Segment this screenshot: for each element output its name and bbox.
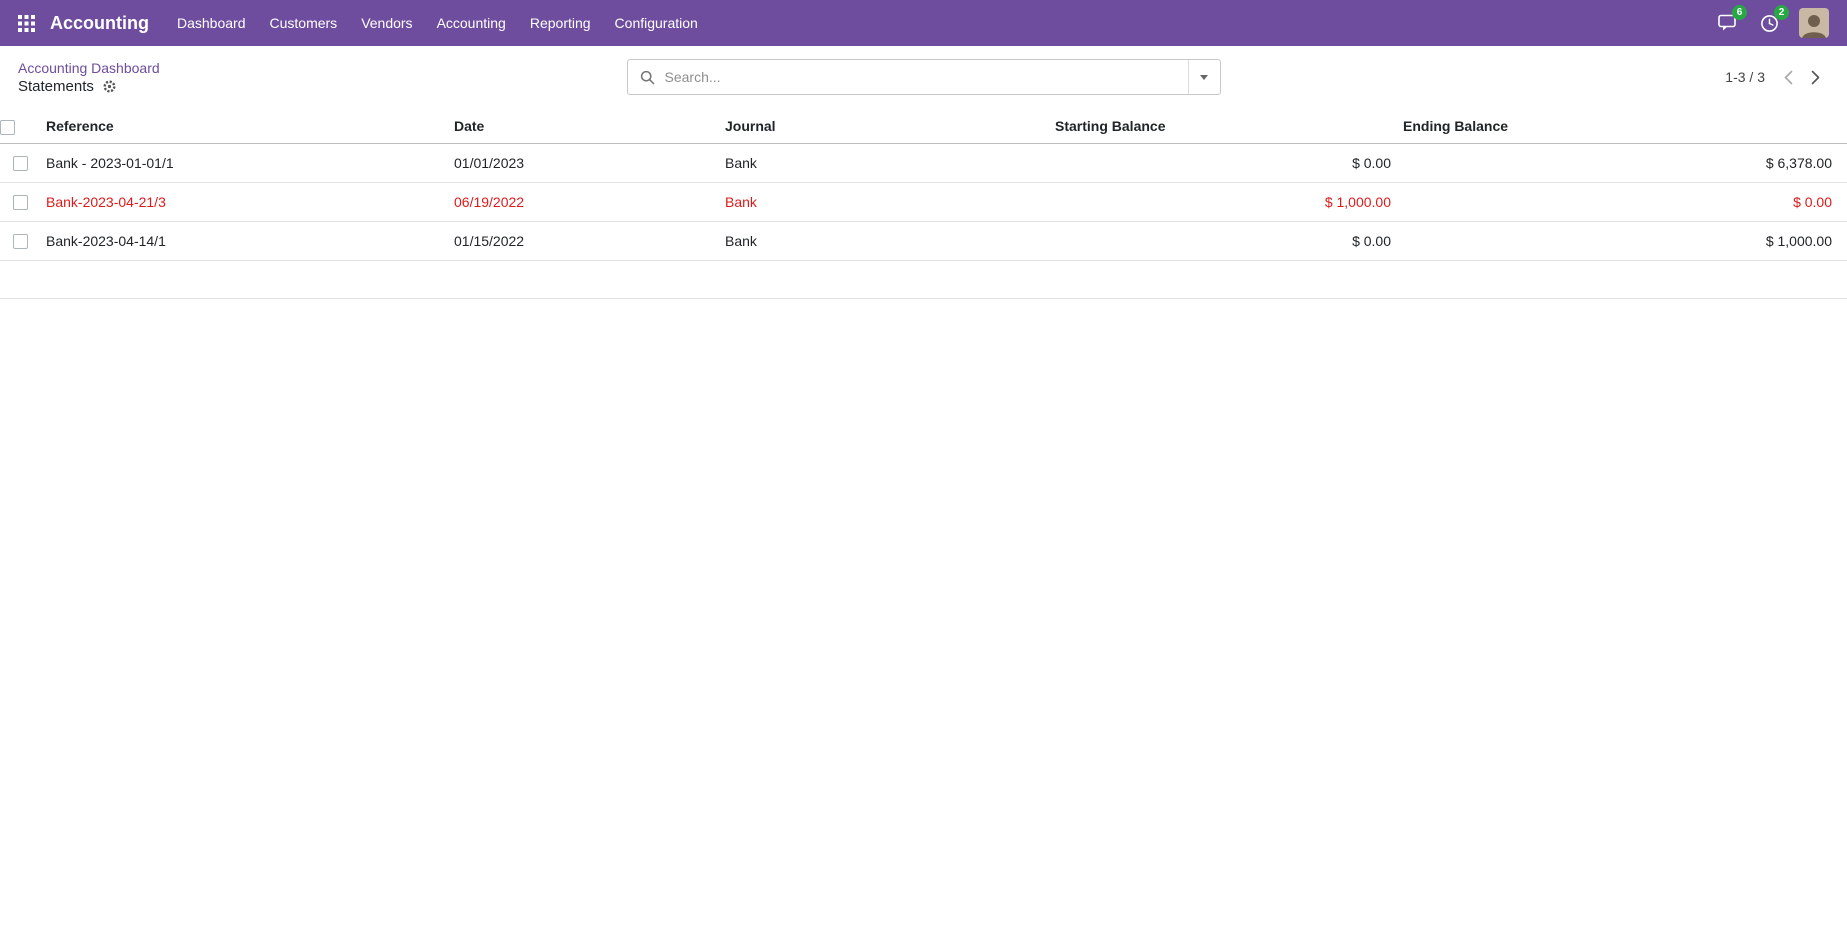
cell-starting-balance: $ 0.00: [1352, 232, 1391, 249]
pager-next-button[interactable]: [1802, 65, 1829, 90]
breadcrumb: Accounting Dashboard Statements: [18, 60, 627, 95]
statements-table: Reference Date Journal Starting Balance …: [0, 110, 1847, 299]
top-navbar: Accounting Dashboard Customers Vendors A…: [0, 0, 1847, 46]
cell-date: 06/19/2022: [454, 193, 525, 210]
messages-button[interactable]: 6: [1715, 5, 1747, 35]
cell-ending-balance: $ 0.00: [1793, 193, 1832, 210]
cell-journal: Bank: [725, 232, 757, 249]
app-name[interactable]: Accounting: [50, 12, 149, 33]
chevron-left-icon: [1784, 70, 1793, 84]
breadcrumb-parent-link[interactable]: Accounting Dashboard: [18, 59, 160, 76]
cell-ending-balance: $ 1,000.00: [1765, 232, 1832, 249]
select-all-checkbox[interactable]: [0, 119, 15, 135]
column-header-starting-balance[interactable]: Starting Balance: [1055, 118, 1166, 135]
table-header-row: Reference Date Journal Starting Balance …: [0, 110, 1847, 144]
menu-item-dashboard[interactable]: Dashboard: [177, 15, 246, 31]
menu-item-vendors[interactable]: Vendors: [361, 15, 413, 31]
cell-reference: Bank-2023-04-21/3: [46, 193, 166, 210]
search-icon: [628, 70, 663, 85]
menu-item-customers[interactable]: Customers: [269, 15, 338, 31]
search-bar: [626, 59, 1221, 95]
page-title: Statements: [18, 77, 94, 95]
cell-reference: Bank-2023-04-14/1: [46, 232, 166, 249]
row-checkbox[interactable]: [12, 156, 28, 172]
cell-journal: Bank: [725, 154, 757, 171]
table-row[interactable]: Bank-2023-04-21/3 06/19/2022 Bank $ 1,00…: [0, 182, 1847, 222]
cell-date: 01/01/2023: [454, 154, 525, 171]
messages-badge: 6: [1732, 5, 1747, 20]
column-header-date[interactable]: Date: [454, 118, 485, 135]
table-row[interactable]: Bank-2023-04-14/1 01/15/2022 Bank $ 0.00…: [0, 221, 1847, 261]
pager-counter: 1-3 / 3: [1725, 69, 1765, 85]
avatar-person-icon: [1802, 15, 1826, 38]
menu-item-configuration[interactable]: Configuration: [614, 15, 698, 31]
chevron-right-icon: [1811, 70, 1820, 84]
user-avatar[interactable]: [1799, 8, 1829, 38]
table-row[interactable]: Bank - 2023-01-01/1 01/01/2023 Bank $ 0.…: [0, 143, 1847, 183]
cell-journal: Bank: [725, 193, 757, 210]
column-header-reference[interactable]: Reference: [46, 118, 114, 135]
search-input[interactable]: [662, 60, 1188, 94]
table-filler-row: [0, 260, 1847, 299]
control-panel: Accounting Dashboard Statements 1-3 / 3: [0, 46, 1847, 110]
cell-date: 01/15/2022: [454, 232, 525, 249]
apps-menu-icon[interactable]: [8, 0, 44, 46]
cell-starting-balance: $ 1,000.00: [1324, 193, 1391, 210]
app-menu: Dashboard Customers Vendors Accounting R…: [165, 0, 710, 46]
cell-reference: Bank - 2023-01-01/1: [46, 154, 174, 171]
chevron-down-icon: [1200, 74, 1208, 80]
topbar-right: 6 2: [1715, 5, 1837, 38]
column-header-journal[interactable]: Journal: [725, 118, 776, 135]
menu-item-reporting[interactable]: Reporting: [529, 15, 591, 31]
pager: 1-3 / 3: [1725, 65, 1829, 90]
menu-item-accounting[interactable]: Accounting: [436, 15, 506, 31]
cell-starting-balance: $ 0.00: [1352, 154, 1391, 171]
gear-icon[interactable]: [102, 79, 117, 94]
activities-button[interactable]: 2: [1757, 5, 1789, 35]
cell-ending-balance: $ 6,378.00: [1765, 154, 1832, 171]
clock-icon: [1760, 14, 1778, 32]
grid-icon: [17, 14, 35, 32]
row-checkbox[interactable]: [12, 234, 28, 250]
row-checkbox[interactable]: [12, 195, 28, 211]
pager-previous-button[interactable]: [1775, 65, 1802, 90]
activities-badge: 2: [1774, 5, 1789, 20]
column-header-ending-balance[interactable]: Ending Balance: [1403, 118, 1509, 135]
chat-bubble-icon: [1717, 14, 1736, 31]
search-dropdown-toggle[interactable]: [1187, 60, 1220, 94]
